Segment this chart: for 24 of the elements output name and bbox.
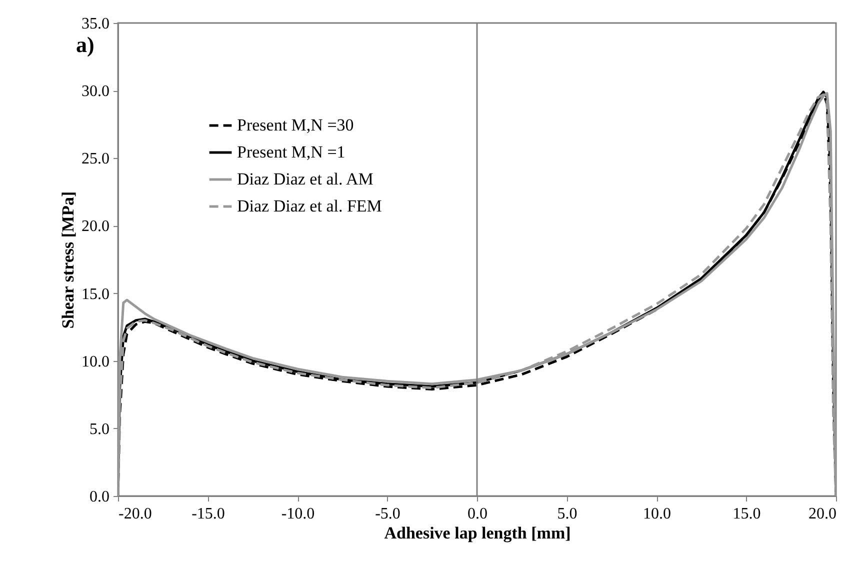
x-tick-label: -10.0: [281, 506, 315, 522]
legend-label: Present M,N =1: [237, 142, 346, 162]
x-axis-title: Adhesive lap length [mm]: [384, 524, 571, 542]
y-tick-label: 10.0: [82, 353, 110, 370]
y-axis-title: Shear stress [MPa]: [58, 191, 78, 329]
legend-label: Present M,N =30: [237, 116, 354, 134]
y-tick-label: 35.0: [82, 16, 110, 32]
y-tick-label: 15.0: [82, 286, 110, 303]
y-tick-label: 25.0: [82, 150, 110, 168]
y-tick-label: 5.0: [90, 420, 110, 438]
x-tick-label: 5.0: [557, 506, 578, 522]
x-tick-label: 15.0: [732, 506, 761, 522]
x-tick-label: 10.0: [643, 506, 671, 522]
y-tick-label: 30.0: [82, 83, 110, 100]
legend-label: Diaz Diaz et al. AM: [237, 170, 374, 188]
x-tick-label: 20.0: [808, 506, 836, 522]
x-tick-label: -20.0: [118, 506, 152, 522]
text: a): [76, 32, 94, 57]
x-tick-label: -15.0: [192, 506, 225, 522]
x-tick-label: -5.0: [375, 506, 400, 522]
x-tick-label: 0.0: [468, 506, 488, 522]
legend-label: Diaz Diaz et al. FEM: [237, 196, 382, 216]
y-tick-label: 20.0: [82, 218, 110, 236]
y-tick-label: 0.0: [90, 488, 110, 506]
